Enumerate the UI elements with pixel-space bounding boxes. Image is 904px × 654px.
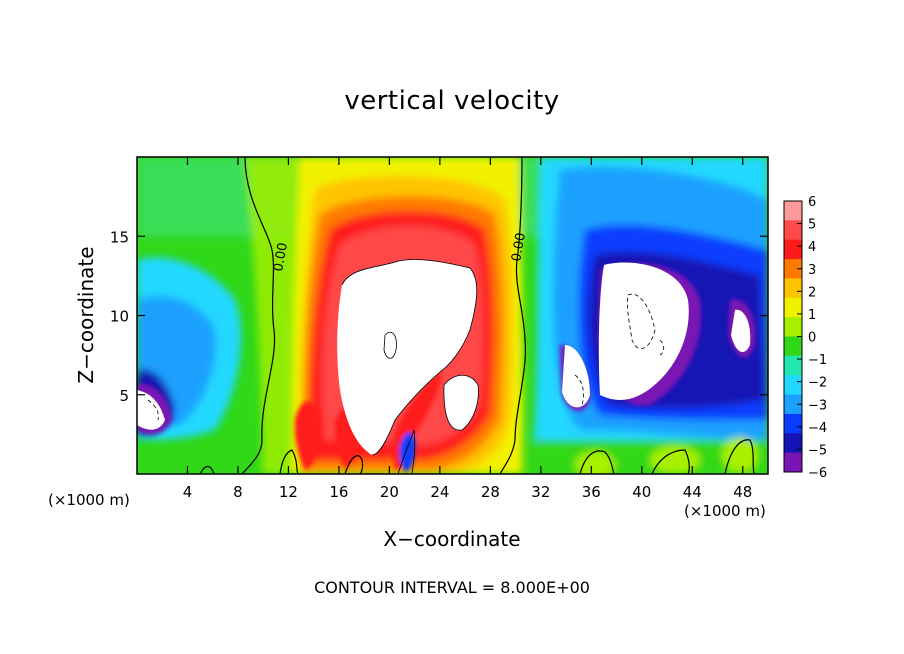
colorbar-swatch — [784, 317, 802, 337]
y-tick-label: 5 — [119, 387, 129, 405]
x-tick-label: 16 — [329, 483, 348, 501]
x-tick-label: 28 — [481, 483, 500, 501]
x-tick-label: 40 — [632, 483, 651, 501]
contour-interval-note: CONTOUR INTERVAL = 8.000E+00 — [314, 578, 590, 597]
colorbar-swatch — [784, 413, 802, 434]
colorbar-swatch — [784, 239, 802, 260]
y-tick-label: 15 — [110, 228, 129, 246]
y-tick-label: 10 — [110, 308, 129, 326]
colorbar-swatch — [784, 355, 802, 376]
colorbar-label: 2 — [808, 285, 816, 300]
x-tick-label: 12 — [279, 483, 298, 501]
y-axis-label: Z−coordinate — [74, 246, 98, 384]
x-axis: 4 8 12 16 20 24 28 32 36 40 44 48 — [183, 157, 752, 501]
colorbar-swatch — [784, 201, 802, 221]
x-tick-label: 4 — [183, 483, 193, 501]
heatmap-field — [137, 157, 768, 474]
x-tick-label: 24 — [430, 483, 449, 501]
colorbar-swatch — [784, 375, 802, 396]
colorbar-label: 0 — [808, 331, 816, 346]
contour-lines — [147, 157, 755, 474]
x-tick-label: 20 — [380, 483, 399, 501]
colorbar-label: −5 — [808, 443, 827, 458]
colorbar-label: −1 — [808, 353, 827, 368]
colorbar-swatch — [784, 336, 802, 357]
colorbar-label: 4 — [808, 240, 816, 255]
colorbar-swatch — [784, 433, 802, 454]
colorbar-label: −3 — [808, 398, 827, 413]
y-axis: 5 10 15 — [110, 228, 768, 405]
colorbar-swatch — [784, 297, 802, 318]
out-of-range-regions — [137, 259, 751, 455]
x-unit-label-left: (×1000 m) — [48, 491, 130, 509]
x-tick-label: 44 — [683, 483, 702, 501]
x-tick-label: 48 — [733, 483, 752, 501]
colorbar-label: 3 — [808, 263, 816, 278]
colorbar-label: 5 — [808, 218, 816, 233]
colorbar: 6 5 4 3 2 1 0 −1 −2 −3 −4 −5 −6 — [783, 195, 827, 481]
x-axis-label: X−coordinate — [383, 527, 521, 551]
colorbar-swatch — [784, 278, 802, 299]
colorbar-swatch — [784, 452, 802, 473]
colorbar-swatch — [784, 220, 802, 241]
x-tick-label: 8 — [233, 483, 243, 501]
zero-contour-label: 0.00 — [509, 232, 529, 263]
colorbar-swatch — [784, 394, 802, 415]
colorbar-label: 1 — [808, 308, 816, 323]
x-tick-label: 36 — [582, 483, 601, 501]
chart-title: vertical velocity — [344, 86, 560, 116]
zero-contour-label: 0.00 — [271, 242, 291, 273]
colorbar-label: 6 — [808, 195, 816, 210]
colorbar-label: −2 — [808, 376, 827, 391]
colorbar-swatch — [784, 259, 802, 279]
colorbar-label: −6 — [808, 466, 827, 481]
colorbar-label: −4 — [808, 421, 827, 436]
x-tick-label: 32 — [531, 483, 550, 501]
x-unit-label-right: (×1000 m) — [684, 502, 766, 520]
